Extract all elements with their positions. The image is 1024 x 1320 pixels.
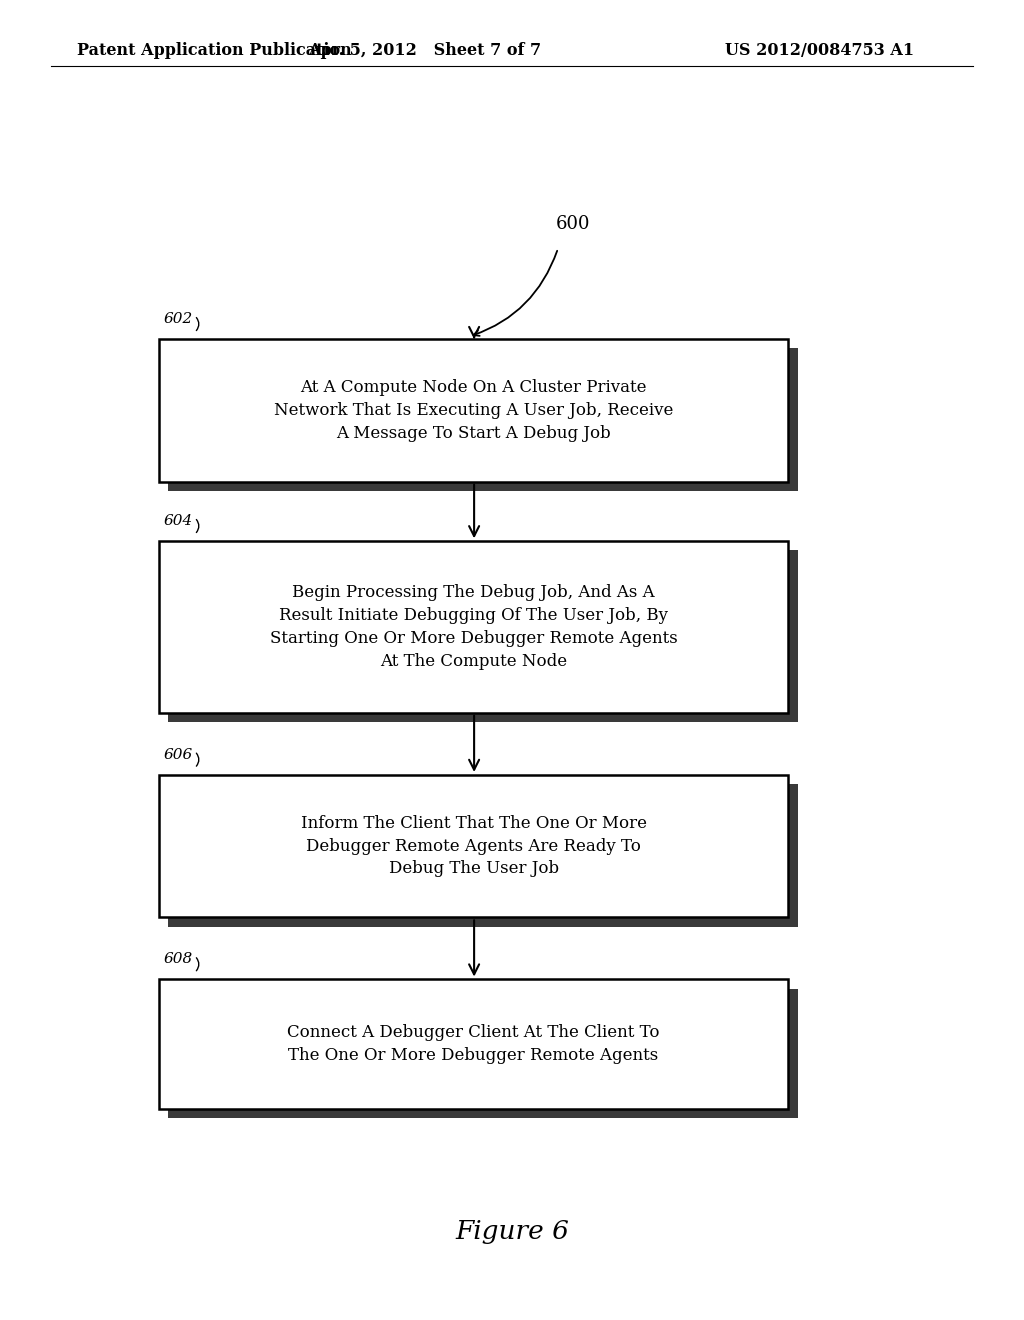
Text: 608: 608 [164,952,194,966]
Text: Apr. 5, 2012   Sheet 7 of 7: Apr. 5, 2012 Sheet 7 of 7 [308,42,542,59]
Text: 602: 602 [164,312,194,326]
Bar [168,348,798,491]
Text: 600: 600 [556,215,591,234]
Bar [159,979,788,1109]
Text: At A Compute Node On A Cluster Private
Network That Is Executing A User Job, Rec: At A Compute Node On A Cluster Private N… [273,379,674,442]
Text: US 2012/0084753 A1: US 2012/0084753 A1 [725,42,913,59]
Text: Figure 6: Figure 6 [455,1220,569,1243]
Bar [168,550,798,722]
Text: 606: 606 [164,747,194,762]
Bar [159,541,788,713]
Bar [168,784,798,927]
Text: Connect A Debugger Client At The Client To
The One Or More Debugger Remote Agent: Connect A Debugger Client At The Client … [288,1024,659,1064]
Text: Inform The Client That The One Or More
Debugger Remote Agents Are Ready To
Debug: Inform The Client That The One Or More D… [301,814,646,878]
Text: Patent Application Publication: Patent Application Publication [77,42,351,59]
Bar [159,775,788,917]
Bar [159,339,788,482]
Text: 604: 604 [164,513,194,528]
Text: Begin Processing The Debug Job, And As A
Result Initiate Debugging Of The User J: Begin Processing The Debug Job, And As A… [269,585,678,669]
Bar [168,989,798,1118]
